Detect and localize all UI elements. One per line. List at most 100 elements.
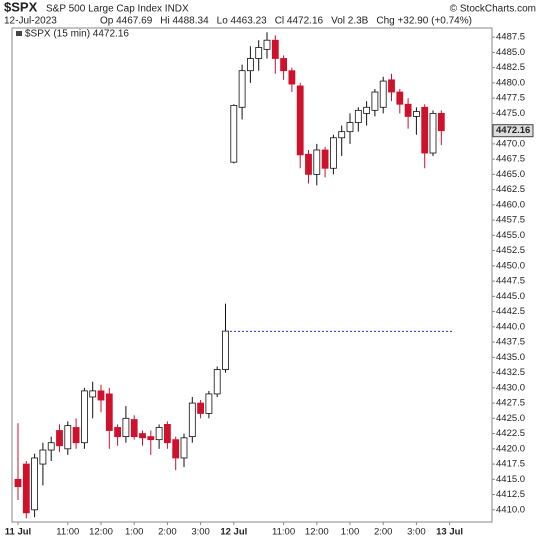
candle-body bbox=[230, 105, 238, 163]
y-tick-label: 4417.5 bbox=[496, 459, 525, 470]
candle-body bbox=[205, 393, 213, 414]
last-price-box bbox=[492, 124, 534, 138]
candle-body bbox=[22, 463, 30, 514]
candle-body bbox=[288, 70, 296, 85]
y-tick-label: 4412.5 bbox=[496, 489, 525, 500]
y-tick-label: 4437.5 bbox=[496, 337, 525, 348]
plot-frame bbox=[11, 27, 493, 523]
x-tick-label: 11 Jul bbox=[5, 527, 31, 538]
quote-item: Vol 2.3B bbox=[331, 16, 369, 27]
candle-body bbox=[346, 122, 354, 133]
candle-body bbox=[163, 424, 171, 444]
candle-body bbox=[39, 449, 47, 465]
quote-item: Op 4467.69 bbox=[100, 16, 153, 27]
candle-body bbox=[56, 430, 63, 447]
y-tick-label: 4447.5 bbox=[496, 276, 525, 287]
y-tick-label: 4460.0 bbox=[496, 199, 525, 210]
source: © StockCharts.com bbox=[450, 4, 536, 15]
candle-body bbox=[213, 369, 221, 395]
y-tick-label: 4462.5 bbox=[496, 184, 525, 195]
candle-body bbox=[222, 330, 229, 370]
candle-body bbox=[271, 39, 279, 59]
candle-body bbox=[371, 91, 379, 111]
x-tick-label: 12 Jul bbox=[220, 527, 247, 538]
candle-body bbox=[246, 58, 254, 72]
date: 12-Jul-2023 bbox=[4, 16, 57, 27]
candle-body bbox=[122, 417, 130, 438]
candle-body bbox=[263, 39, 271, 50]
candle-body bbox=[14, 478, 22, 488]
y-tick-label: 4450.0 bbox=[496, 260, 525, 271]
candle-body bbox=[72, 427, 80, 444]
candle-body bbox=[363, 106, 371, 114]
y-tick-label: 4465.0 bbox=[496, 169, 525, 180]
y-tick-label: 4435.0 bbox=[496, 352, 525, 363]
x-tick-label: 2:00 bbox=[158, 527, 177, 538]
y-tick-label: 4422.5 bbox=[496, 428, 525, 439]
x-tick-label: 11:00 bbox=[272, 527, 295, 538]
candle-body bbox=[255, 47, 263, 59]
x-tick-label: 3:00 bbox=[407, 527, 426, 538]
chart-subtitle: S&P 500 Large Cap Index INDX bbox=[46, 4, 189, 15]
candle-body bbox=[155, 427, 163, 441]
candle-body bbox=[321, 149, 329, 169]
candle-body bbox=[172, 439, 180, 459]
quote-item: Hi 4488.34 bbox=[160, 16, 209, 27]
candle-body bbox=[412, 111, 420, 117]
candle-body bbox=[296, 85, 304, 156]
candle-body bbox=[404, 103, 412, 117]
candle-body bbox=[139, 433, 146, 439]
quote-item: Lo 4463.23 bbox=[217, 16, 267, 27]
y-tick-label: 4442.5 bbox=[496, 306, 525, 317]
candle-body bbox=[421, 106, 429, 154]
x-tick-label: 13 Jul bbox=[436, 527, 463, 538]
candle-body bbox=[188, 402, 196, 438]
candle-body bbox=[147, 436, 155, 441]
y-tick-label: 4432.5 bbox=[496, 367, 525, 378]
candle-body bbox=[97, 390, 105, 401]
x-tick-label: 1:00 bbox=[341, 527, 360, 538]
candle-body bbox=[81, 390, 88, 444]
y-tick-label: 4415.0 bbox=[496, 474, 525, 485]
candle-body bbox=[396, 91, 404, 105]
candle-body bbox=[437, 112, 445, 132]
x-tick-label: 3:00 bbox=[191, 527, 210, 538]
y-tick-label: 4485.0 bbox=[496, 47, 525, 58]
x-tick-label: 11:00 bbox=[56, 527, 79, 538]
candle-body bbox=[429, 112, 437, 154]
y-tick-label: 4420.0 bbox=[496, 443, 525, 454]
candle-body bbox=[197, 402, 205, 414]
x-tick-label: 1:00 bbox=[125, 527, 144, 538]
x-tick-label: 12:00 bbox=[89, 527, 113, 538]
y-tick-label: 4475.0 bbox=[496, 108, 525, 119]
candle-body bbox=[238, 70, 246, 108]
candle-body bbox=[329, 137, 337, 169]
y-tick-label: 4482.5 bbox=[496, 62, 525, 73]
y-tick-label: 4427.5 bbox=[496, 398, 525, 409]
legend-icon bbox=[16, 31, 22, 36]
candle-body bbox=[379, 80, 387, 108]
legend: $SPX (15 min) 4472.16 bbox=[25, 29, 129, 40]
x-tick-label: 2:00 bbox=[374, 527, 393, 538]
y-tick-label: 4480.0 bbox=[496, 77, 525, 88]
candle-body bbox=[47, 442, 55, 451]
y-tick-label: 4430.0 bbox=[496, 382, 525, 393]
candle-body bbox=[64, 425, 72, 450]
y-tick-label: 4440.0 bbox=[496, 321, 525, 332]
y-tick-label: 4445.0 bbox=[496, 291, 525, 302]
y-tick-label: 4487.5 bbox=[496, 32, 525, 43]
y-tick-label: 4470.0 bbox=[496, 138, 525, 149]
y-tick-label: 4410.0 bbox=[496, 504, 525, 515]
candle-body bbox=[180, 437, 188, 459]
candle-body bbox=[305, 153, 312, 175]
candle-body bbox=[338, 131, 346, 139]
quote-item: Cl 4472.16 bbox=[275, 16, 324, 27]
candle-body bbox=[313, 149, 321, 175]
candle-body bbox=[89, 390, 97, 398]
candle-body bbox=[130, 419, 138, 438]
y-tick-label: 4452.5 bbox=[496, 245, 525, 256]
chart-title: $SPX bbox=[4, 0, 38, 14]
quote-item: Chg +32.90 (+0.74%) bbox=[376, 16, 472, 27]
y-tick-label: 4477.5 bbox=[496, 93, 525, 104]
